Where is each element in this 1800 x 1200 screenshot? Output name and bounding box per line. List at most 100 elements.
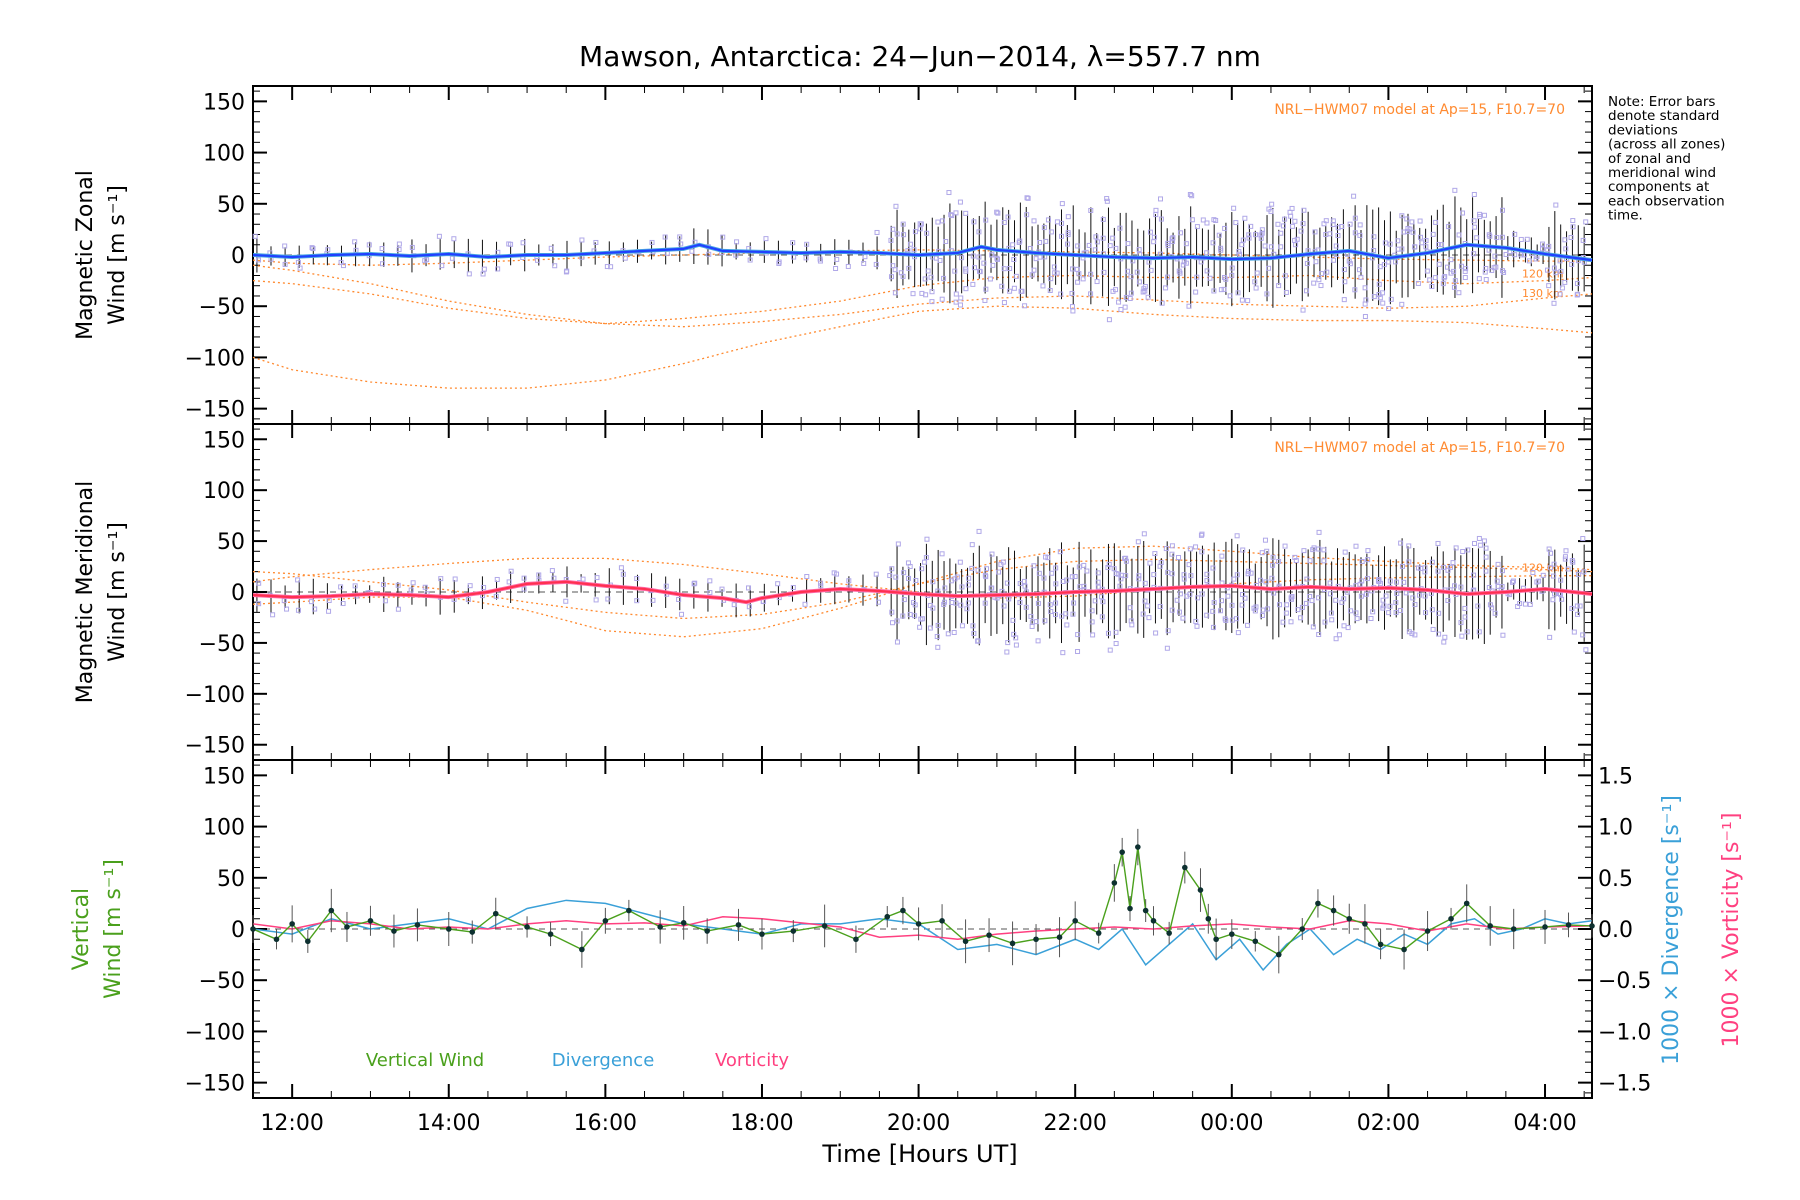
zone-point <box>949 213 955 219</box>
zone-point <box>1371 248 1377 254</box>
zone-point <box>937 257 943 263</box>
zone-point <box>1327 591 1333 597</box>
zone-point <box>1198 532 1204 538</box>
vertical-wind-point <box>469 929 476 935</box>
zone-point <box>1380 300 1386 306</box>
vertical-wind-point <box>1589 923 1595 929</box>
zone-point <box>1358 593 1364 599</box>
zone-point <box>964 606 970 612</box>
zone-point <box>465 597 471 603</box>
zone-point <box>1499 207 1505 213</box>
zone-point <box>1540 572 1546 578</box>
vertical-wind-point <box>915 921 922 927</box>
zone-point <box>1165 569 1171 575</box>
zone-point <box>1353 610 1359 616</box>
zone-point <box>1393 600 1399 606</box>
zone-point <box>1581 569 1587 575</box>
zone-point <box>1460 549 1466 555</box>
zone-point <box>942 599 948 605</box>
zone-point <box>1188 573 1194 579</box>
vertical-wind-point <box>1487 923 1494 929</box>
zone-point <box>901 232 907 238</box>
zone-point <box>1499 568 1505 574</box>
y2-axis-label: 1000 × Divergence [s⁻¹] <box>1659 795 1684 1065</box>
zone-point <box>719 586 725 592</box>
zone-point <box>493 593 499 599</box>
zone-point <box>957 302 963 308</box>
zone-point <box>1022 583 1028 589</box>
zone-point <box>605 596 611 602</box>
zone-point <box>1013 273 1019 279</box>
zone-point <box>746 604 752 610</box>
zone-point <box>775 581 781 587</box>
zone-point <box>1303 600 1309 606</box>
zone-point <box>1136 247 1142 253</box>
zone-point <box>1288 213 1294 219</box>
note-line: (across all zones) <box>1608 137 1725 153</box>
zone-point <box>804 241 810 247</box>
zone-point <box>846 578 852 584</box>
zone-point <box>564 268 570 274</box>
zone-point <box>495 266 501 272</box>
zone-point <box>720 234 726 240</box>
zone-point <box>1471 218 1477 224</box>
zone-point <box>634 576 640 582</box>
vertical-wind-point <box>986 932 992 938</box>
zone-point <box>1053 565 1059 571</box>
zone-point <box>818 583 824 589</box>
zone-point <box>1262 537 1268 543</box>
zone-point <box>1024 212 1030 218</box>
zone-point <box>1540 246 1546 252</box>
zone-point <box>1442 274 1448 280</box>
zone-point <box>1022 578 1028 584</box>
zone-point <box>1364 576 1370 582</box>
zone-point <box>326 608 332 614</box>
zone-point <box>1395 238 1401 244</box>
zone-point <box>1387 578 1393 584</box>
zone-point <box>1551 573 1557 579</box>
zone-point <box>1330 222 1336 228</box>
zone-point <box>312 606 318 612</box>
zone-point <box>1462 275 1468 281</box>
zone-point <box>1146 615 1152 621</box>
zone-point <box>935 219 941 225</box>
zone-point <box>1128 290 1134 296</box>
zone-point <box>1153 630 1159 636</box>
zone-point <box>983 574 989 580</box>
zone-point <box>1042 618 1048 624</box>
zone-point <box>1316 595 1322 601</box>
zone-point <box>1005 640 1011 646</box>
zone-point <box>520 240 526 246</box>
zone-point <box>308 599 314 605</box>
zone-point <box>1081 562 1087 568</box>
zone-point <box>1547 634 1553 640</box>
zone-point <box>1264 291 1270 297</box>
zone-point <box>1570 224 1576 230</box>
zone-point <box>1077 584 1083 590</box>
zone-point <box>1266 265 1272 271</box>
zone-point <box>1401 579 1407 585</box>
zone-point <box>1011 285 1017 291</box>
zone-point <box>649 239 655 245</box>
zone-point <box>1417 218 1423 224</box>
zone-point <box>1342 549 1348 555</box>
zone-point <box>731 602 737 608</box>
zone-point <box>1235 630 1241 636</box>
zone-point <box>1024 195 1030 201</box>
zone-point <box>1300 221 1306 227</box>
zone-point <box>1123 555 1129 561</box>
zone-point <box>953 210 959 216</box>
zone-point <box>1570 218 1576 224</box>
zone-point <box>1016 239 1022 245</box>
zone-point <box>1231 205 1237 211</box>
zone-point <box>395 582 401 588</box>
zone-point <box>1565 566 1571 572</box>
zone-point <box>1335 233 1341 239</box>
zone-point <box>1069 304 1075 310</box>
zone-point <box>338 584 344 590</box>
zone-point <box>957 199 963 205</box>
zone-point <box>282 261 288 267</box>
zone-point <box>1169 236 1175 242</box>
zone-point <box>676 596 682 602</box>
